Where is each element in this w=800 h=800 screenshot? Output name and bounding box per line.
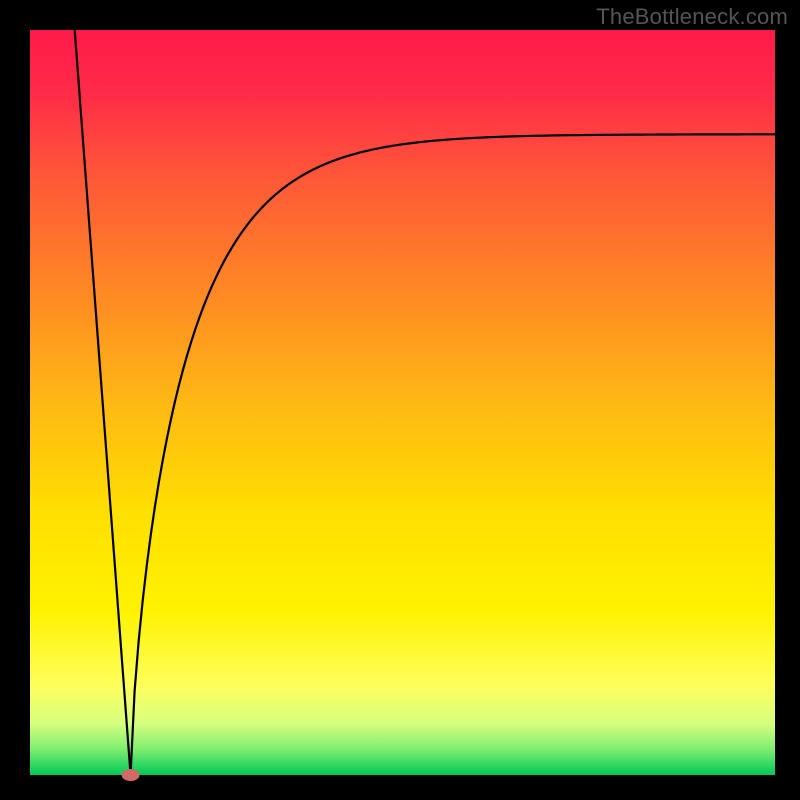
chart-container: TheBottleneck.com	[0, 0, 800, 800]
vertex-marker	[122, 769, 140, 781]
bottleneck-chart	[0, 0, 800, 800]
watermark-text: TheBottleneck.com	[596, 4, 788, 30]
plot-background	[30, 30, 775, 775]
